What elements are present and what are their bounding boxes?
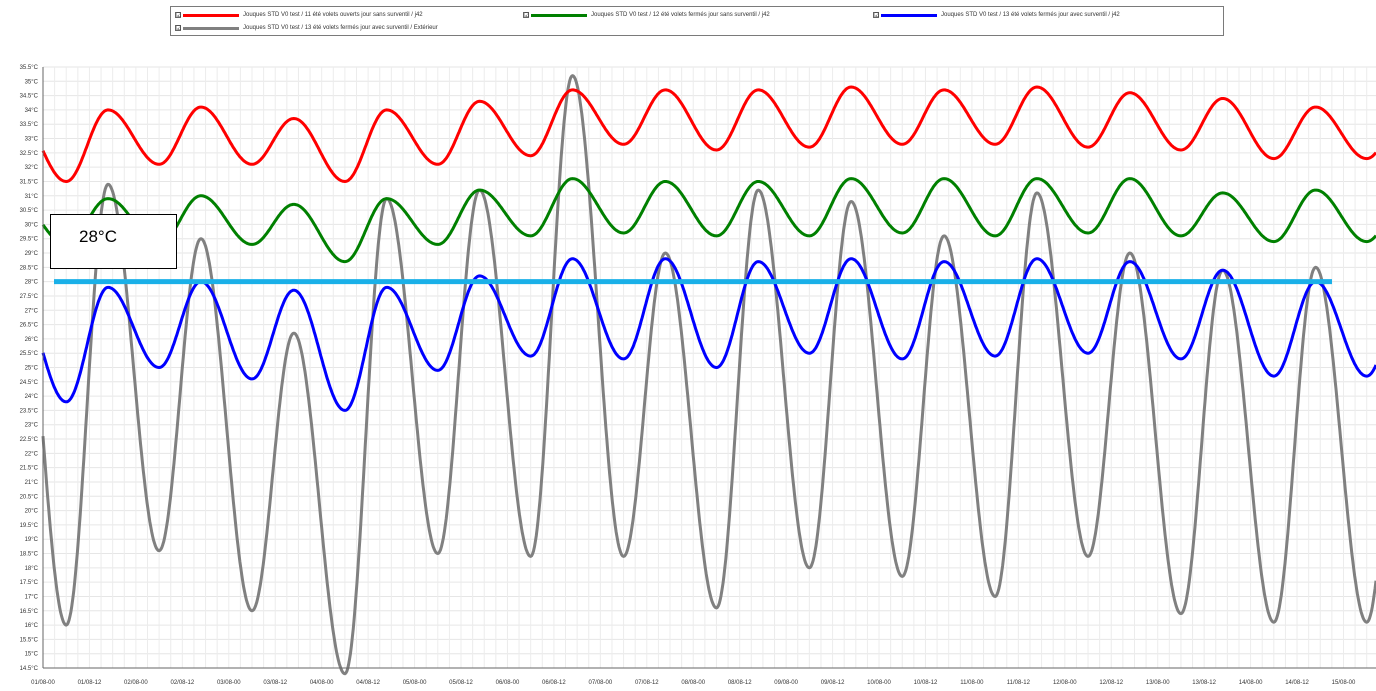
x-tick-label: 11/08-00 bbox=[960, 680, 984, 686]
legend-checkbox-4[interactable]: ☑ bbox=[175, 25, 182, 32]
y-tick-label: 16°C bbox=[25, 623, 39, 629]
y-tick-label: 22.5°C bbox=[20, 437, 39, 443]
y-tick-label: 28.5°C bbox=[20, 265, 39, 271]
y-tick-label: 30.5°C bbox=[20, 208, 39, 214]
legend-checkbox-2[interactable]: ☑ bbox=[523, 12, 530, 19]
x-tick-label: 12/08-00 bbox=[1053, 680, 1077, 686]
threshold-callout: 28°C bbox=[50, 214, 177, 269]
x-tick-label: 13/08-12 bbox=[1192, 680, 1216, 686]
y-tick-label: 20.5°C bbox=[20, 494, 39, 500]
x-tick-label: 01/08-00 bbox=[31, 680, 55, 686]
y-tick-label: 18.5°C bbox=[20, 552, 39, 558]
y-tick-label: 31°C bbox=[25, 194, 39, 200]
x-tick-label: 04/08-12 bbox=[356, 680, 380, 686]
y-tick-label: 21°C bbox=[25, 480, 39, 486]
y-tick-label: 26.5°C bbox=[20, 323, 39, 329]
x-tick-label: 05/08-00 bbox=[403, 680, 427, 686]
legend-swatch-2 bbox=[531, 13, 587, 17]
legend-swatch-1 bbox=[183, 13, 239, 17]
y-tick-label: 22°C bbox=[25, 451, 39, 457]
y-tick-label: 29.5°C bbox=[20, 237, 39, 243]
x-tick-label: 09/08-12 bbox=[821, 680, 845, 686]
y-tick-label: 28°C bbox=[25, 280, 39, 286]
legend-label-1: Jouques STD V0 test / 11 été volets ouve… bbox=[243, 12, 423, 18]
y-tick-label: 30°C bbox=[25, 222, 39, 228]
x-tick-label: 10/08-12 bbox=[914, 680, 938, 686]
y-tick-label: 31.5°C bbox=[20, 179, 39, 185]
series-line-4 bbox=[41, 74, 1376, 676]
y-axis: 14.5°C 15°C 15.5°C 16°C 16.5°C 17°C 17.5°C 18°C… bbox=[20, 65, 39, 672]
x-tick-label: 13/08-00 bbox=[1146, 680, 1170, 686]
chart-legend: ☑ Jouques STD V0 test / 11 été volets ou… bbox=[170, 6, 1224, 36]
x-tick-label: 12/08-12 bbox=[1099, 680, 1123, 686]
y-tick-label: 23°C bbox=[25, 423, 39, 429]
y-tick-label: 18°C bbox=[25, 566, 39, 572]
y-tick-label: 24°C bbox=[25, 394, 39, 400]
x-tick-label: 05/08-12 bbox=[449, 680, 473, 686]
legend-item-series-3[interactable]: ☑ Jouques STD V0 test / 13 été volets fe… bbox=[873, 9, 1120, 21]
y-tick-label: 34.5°C bbox=[20, 94, 39, 100]
chart-series bbox=[41, 74, 1376, 676]
x-tick-label: 08/08-12 bbox=[728, 680, 752, 686]
x-tick-label: 14/08-00 bbox=[1239, 680, 1263, 686]
y-tick-label: 32.5°C bbox=[20, 151, 39, 157]
x-tick-label: 07/08-00 bbox=[589, 680, 613, 686]
x-tick-label: 01/08-12 bbox=[78, 680, 102, 686]
x-tick-label: 03/08-00 bbox=[217, 680, 241, 686]
y-tick-label: 35°C bbox=[25, 79, 39, 85]
x-tick-label: 06/08-12 bbox=[542, 680, 566, 686]
y-tick-label: 17.5°C bbox=[20, 580, 39, 586]
y-tick-label: 25°C bbox=[25, 366, 39, 372]
x-tick-label: 09/08-00 bbox=[774, 680, 798, 686]
x-tick-label: 07/08-12 bbox=[635, 680, 659, 686]
series-line-3 bbox=[41, 257, 1376, 412]
y-tick-label: 14.5°C bbox=[20, 666, 39, 672]
x-tick-label: 06/08-00 bbox=[496, 680, 520, 686]
y-tick-label: 17°C bbox=[25, 594, 39, 600]
x-tick-label: 03/08-12 bbox=[263, 680, 287, 686]
threshold-callout-label: 28°C bbox=[79, 227, 117, 246]
y-tick-label: 35.5°C bbox=[20, 65, 39, 71]
y-tick-label: 27.5°C bbox=[20, 294, 39, 300]
y-tick-label: 16.5°C bbox=[20, 609, 39, 615]
x-tick-label: 08/08-00 bbox=[681, 680, 705, 686]
x-tick-label: 04/08-00 bbox=[310, 680, 334, 686]
legend-item-series-2[interactable]: ☑ Jouques STD V0 test / 12 été volets fe… bbox=[523, 9, 770, 21]
y-tick-label: 26°C bbox=[25, 337, 39, 343]
y-tick-label: 27°C bbox=[25, 308, 39, 314]
x-axis: 01/08-00 01/08-12 02/08-00 02/08-12 03/08-00… bbox=[31, 680, 1356, 686]
legend-item-series-1[interactable]: ☑ Jouques STD V0 test / 11 été volets ou… bbox=[175, 9, 423, 21]
y-tick-label: 34°C bbox=[25, 108, 39, 114]
y-tick-label: 23.5°C bbox=[20, 408, 39, 414]
y-tick-label: 29°C bbox=[25, 251, 39, 257]
y-tick-label: 15.5°C bbox=[20, 637, 39, 643]
x-tick-label: 02/08-12 bbox=[170, 680, 194, 686]
legend-label-3: Jouques STD V0 test / 13 été volets ferm… bbox=[941, 12, 1120, 18]
legend-checkbox-1[interactable]: ☑ bbox=[175, 12, 182, 19]
series-line-1 bbox=[41, 85, 1376, 183]
x-tick-label: 11/08-12 bbox=[1007, 680, 1031, 686]
y-tick-label: 33.5°C bbox=[20, 122, 39, 128]
x-tick-label: 15/08-00 bbox=[1332, 680, 1356, 686]
legend-swatch-3 bbox=[881, 13, 937, 17]
y-tick-label: 25.5°C bbox=[20, 351, 39, 357]
legend-item-series-4[interactable]: ☑ Jouques STD V0 test / 13 été volets fe… bbox=[175, 22, 438, 34]
y-tick-label: 20°C bbox=[25, 509, 39, 515]
y-tick-label: 33°C bbox=[25, 137, 39, 143]
y-tick-label: 15°C bbox=[25, 652, 39, 658]
y-tick-label: 21.5°C bbox=[20, 466, 39, 472]
x-tick-label: 14/08-12 bbox=[1285, 680, 1309, 686]
x-tick-label: 02/08-00 bbox=[124, 680, 148, 686]
legend-checkbox-3[interactable]: ☑ bbox=[873, 12, 880, 19]
y-tick-label: 32°C bbox=[25, 165, 39, 171]
legend-swatch-4 bbox=[183, 26, 239, 30]
series-line-2 bbox=[41, 177, 1376, 264]
legend-label-2: Jouques STD V0 test / 12 été volets ferm… bbox=[591, 12, 770, 18]
y-tick-label: 19°C bbox=[25, 537, 39, 543]
y-tick-label: 24.5°C bbox=[20, 380, 39, 386]
x-tick-label: 10/08-00 bbox=[867, 680, 891, 686]
legend-label-4: Jouques STD V0 test / 13 été volets ferm… bbox=[243, 25, 438, 31]
y-tick-label: 19.5°C bbox=[20, 523, 39, 529]
